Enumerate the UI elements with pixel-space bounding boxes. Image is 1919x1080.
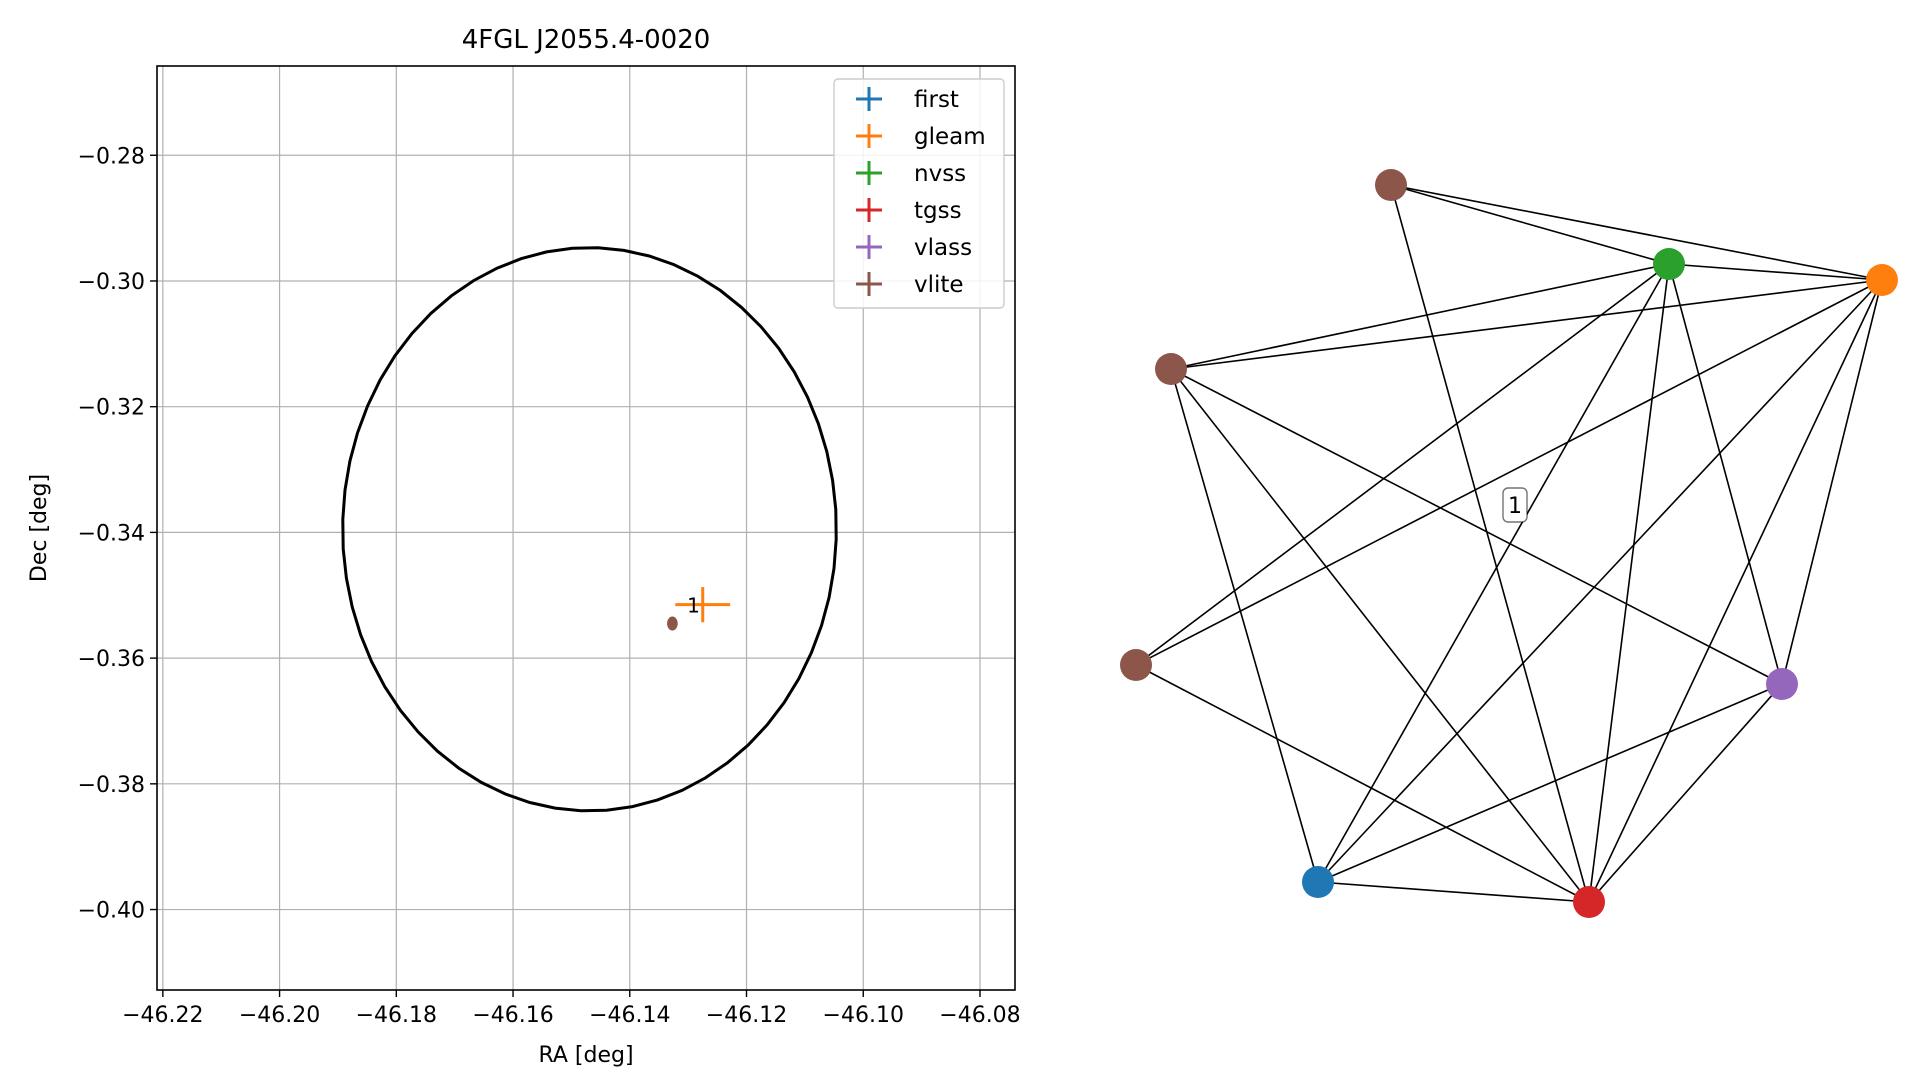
- x-tick-label: −46.12: [706, 1003, 787, 1028]
- legend: first gleam nvss tgss vlass vlite: [833, 78, 1005, 309]
- graph-node: [1866, 264, 1898, 296]
- x-tick-label: −46.14: [589, 1003, 670, 1028]
- graph-edge: [1390, 184, 1590, 903]
- legend-marker-gleam: [856, 124, 882, 148]
- graph-edges: [1135, 184, 1883, 903]
- graph-edge: [1390, 184, 1883, 281]
- y-tick-label: −0.40: [78, 899, 145, 924]
- y-tick-label: −0.28: [78, 144, 145, 169]
- y-axis-label: Dec [deg]: [27, 474, 52, 582]
- graph-edge: [1135, 263, 1670, 666]
- point-annotation: 1: [687, 594, 700, 618]
- edge-label-box: [1502, 487, 1528, 523]
- graph-node: [1120, 649, 1152, 681]
- edge-label: 1: [1502, 487, 1528, 523]
- graph-edge: [1317, 683, 1783, 883]
- x-axis-ticks: −46.22 −46.20 −46.18 −46.16 −46.14 −46.12 −46.…: [122, 990, 1021, 1028]
- y-tick-label: −0.30: [78, 270, 145, 295]
- graph-node: [1302, 866, 1334, 898]
- x-axis-label: RA [deg]: [538, 1043, 633, 1068]
- y-tick-label: −0.34: [78, 521, 145, 546]
- x-tick-label: −46.10: [823, 1003, 904, 1028]
- y-tick-label: −0.36: [78, 647, 145, 672]
- x-tick-label: −46.18: [356, 1003, 437, 1028]
- graph-edge: [1781, 279, 1883, 685]
- error-ellipse-layer: [341, 246, 838, 813]
- legend-marker-tgss: [856, 198, 882, 222]
- graph-node: [1653, 248, 1685, 280]
- legend-marker-vlite: [856, 272, 882, 296]
- legend-label-first: first: [914, 87, 959, 113]
- y-tick-label: −0.38: [78, 773, 145, 798]
- x-tick-label: −46.08: [939, 1003, 1020, 1028]
- data-points: [667, 587, 731, 631]
- graph-edge: [1390, 184, 1670, 265]
- x-tick-label: −46.20: [239, 1003, 320, 1028]
- graph-node: [1375, 169, 1407, 201]
- y-axis-ticks: −0.28 −0.30 −0.32 −0.34 −0.36 −0.38 −0.40: [78, 144, 157, 924]
- graph-node: [1573, 886, 1605, 918]
- marker: [667, 616, 678, 631]
- radec-plot: 1 −46.22 −46.20 −46.18 −46.16 −46.14 −46.12 −4…: [27, 25, 1021, 1068]
- graph-edge: [1135, 664, 1590, 903]
- graph-edge: [1170, 368, 1783, 685]
- legend-items: [856, 87, 882, 296]
- legend-label-vlite: vlite: [914, 272, 964, 298]
- legend-marker-vlass: [856, 235, 882, 259]
- plot-frame: [156, 65, 1016, 991]
- graph-node: [1766, 668, 1798, 700]
- error-ellipse: [341, 246, 838, 813]
- legend-marker-first: [856, 87, 882, 111]
- graph-edge: [1317, 881, 1590, 903]
- point-vlite: [667, 616, 678, 631]
- graph-edge: [1170, 279, 1883, 370]
- plot-title: 4FGL J2055.4-0020: [462, 25, 711, 55]
- graph-edge: [1135, 279, 1883, 666]
- graph-edge: [1668, 263, 1883, 281]
- legend-label-nvss: nvss: [914, 161, 966, 187]
- point-gleam: [675, 587, 731, 623]
- graph-edge: [1668, 263, 1783, 685]
- legend-marker-nvss: [856, 161, 882, 185]
- graph-edge: [1170, 368, 1590, 903]
- grid: [157, 66, 1015, 990]
- edge-label-text: 1: [1508, 494, 1522, 519]
- legend-label-tgss: tgss: [914, 198, 962, 224]
- graph-edge: [1588, 683, 1783, 903]
- network-graph: 1: [1120, 169, 1898, 918]
- graph-edge: [1317, 263, 1670, 883]
- graph-edge: [1170, 368, 1319, 883]
- legend-label-vlass: vlass: [914, 235, 972, 261]
- x-tick-label: −46.22: [122, 1003, 203, 1028]
- graph-edge: [1588, 263, 1670, 903]
- y-tick-label: −0.32: [78, 396, 145, 421]
- graph-edge: [1170, 263, 1670, 370]
- graph-nodes: [1120, 169, 1898, 918]
- graph-edge: [1588, 279, 1883, 903]
- graph-node: [1155, 353, 1187, 385]
- legend-label-gleam: gleam: [914, 124, 986, 150]
- graph-edge: [1317, 279, 1883, 883]
- x-tick-label: −46.16: [472, 1003, 553, 1028]
